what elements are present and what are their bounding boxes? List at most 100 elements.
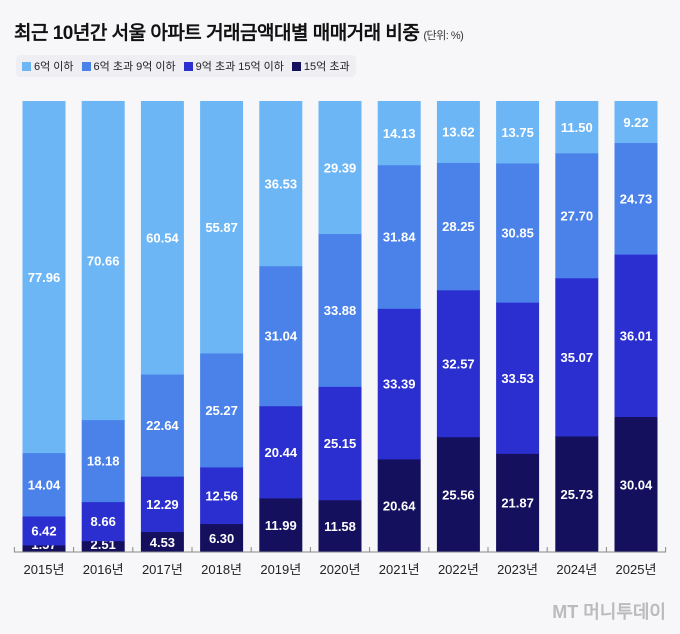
data-label: 35.07 — [561, 350, 594, 365]
data-label: 32.57 — [442, 356, 475, 371]
data-label: 77.96 — [28, 270, 61, 285]
legend-swatch — [81, 61, 91, 71]
bar-segment — [318, 233, 362, 387]
data-label: 27.70 — [561, 208, 594, 223]
data-label: 55.87 — [205, 220, 238, 235]
bar-segment — [496, 453, 540, 553]
x-tick-label: 2023년 — [497, 562, 538, 577]
bar-segment — [377, 458, 421, 553]
bar-segment — [436, 289, 480, 438]
bar-segment — [496, 101, 540, 164]
bar-segment — [555, 277, 599, 437]
data-label: 25.56 — [442, 487, 475, 502]
data-label: 11.99 — [265, 518, 297, 533]
bar-segment — [318, 386, 362, 501]
data-label: 31.84 — [383, 230, 416, 245]
x-tick-label: 2025년 — [616, 562, 657, 577]
legend-item: 6억 초과 9억 이하 — [81, 58, 176, 74]
data-label: 25.15 — [324, 436, 357, 451]
data-label: 14.13 — [383, 126, 416, 141]
bar-segment — [436, 101, 480, 163]
data-label: 31.04 — [265, 329, 298, 344]
data-label: 60.54 — [146, 231, 179, 246]
data-label: 29.39 — [324, 160, 357, 175]
bar-segment — [22, 515, 66, 546]
bar-segment — [259, 497, 303, 553]
bar-segment — [200, 523, 244, 553]
data-label: 12.56 — [205, 488, 238, 503]
legend-label: 15억 초과 — [303, 61, 350, 73]
bar-segment — [200, 352, 244, 468]
legend-item: 9억 초과 15억 이하 — [183, 58, 284, 74]
bar-segment — [555, 152, 599, 279]
data-label: 13.75 — [501, 125, 534, 140]
bar-segment — [81, 419, 125, 503]
data-label: 6.30 — [209, 531, 234, 546]
bar-segment — [22, 101, 66, 454]
legend: 6억 이하 6억 초과 9억 이하 9억 초과 15억 이하 15억 초과 — [16, 55, 356, 77]
bar-segment — [614, 254, 658, 418]
data-label: 25.27 — [205, 403, 238, 418]
bar-segment — [81, 501, 125, 542]
bar-segment — [200, 466, 244, 525]
legend-swatch — [291, 61, 301, 71]
x-tick-label: 2021년 — [379, 562, 420, 577]
bar-segment — [496, 163, 540, 303]
data-label: 9.22 — [623, 115, 648, 130]
data-label: 8.66 — [91, 514, 116, 529]
data-label: 33.53 — [501, 371, 534, 386]
legend-swatch — [183, 61, 193, 71]
data-label: 33.39 — [383, 377, 416, 392]
legend-item: 15억 초과 — [291, 58, 350, 74]
data-label: 30.85 — [501, 226, 534, 241]
x-tick-label: 2016년 — [83, 562, 124, 577]
bar-segment — [200, 101, 244, 354]
data-label: 33.88 — [324, 303, 357, 318]
legend-label: 9억 초과 15억 이하 — [195, 61, 284, 73]
bar-segment — [22, 544, 66, 553]
bar-segment — [318, 101, 362, 235]
unit-label: (단위: %) — [423, 30, 464, 42]
bar-segment — [496, 302, 540, 454]
data-label: 20.44 — [265, 445, 298, 460]
data-label: 36.01 — [620, 328, 653, 343]
data-label: 14.04 — [28, 477, 61, 492]
x-tick-label: 2020년 — [320, 562, 361, 577]
bar-segment — [140, 101, 184, 375]
bar-segment — [555, 101, 599, 154]
bar-segment — [259, 101, 303, 267]
data-label: 28.25 — [442, 219, 475, 234]
data-label: 70.66 — [87, 253, 120, 268]
x-tick-label: 2017년 — [142, 562, 183, 577]
bar-segment — [318, 499, 362, 553]
bar-segment — [377, 164, 421, 309]
bar-segment — [81, 540, 125, 553]
bar-segment — [22, 452, 66, 517]
data-label: 12.29 — [146, 497, 179, 512]
bar-segment — [81, 100, 125, 421]
legend-item: 6억 이하 — [22, 58, 74, 74]
x-tick-label: 2018년 — [201, 562, 242, 577]
bar-segment — [436, 436, 480, 553]
data-label: 21.87 — [501, 496, 534, 511]
data-label: 4.53 — [150, 535, 175, 550]
bar-segment — [259, 405, 303, 499]
data-label: 20.64 — [383, 498, 416, 513]
watermark-logo: MT 머니투데이 — [552, 602, 666, 622]
data-label: 18.18 — [87, 454, 120, 469]
bar-segment — [259, 265, 303, 407]
legend-swatch — [22, 61, 31, 71]
chart-title: 최근 10년간 서울 아파트 거래금액대별 매매거래 비중 (단위: %) — [14, 18, 464, 45]
data-label: 30.04 — [620, 477, 653, 492]
x-tick-label: 2019년 — [260, 562, 301, 577]
data-label: 11.50 — [561, 120, 593, 135]
bar-segment — [140, 374, 184, 477]
data-label: 11.58 — [324, 519, 356, 534]
data-label: 24.73 — [620, 191, 653, 206]
x-tick-label: 2024년 — [556, 562, 597, 577]
data-label: 22.64 — [146, 418, 179, 433]
bar-segment — [614, 416, 658, 553]
bar-segment — [140, 476, 184, 533]
x-tick-label: 2015년 — [24, 562, 65, 577]
